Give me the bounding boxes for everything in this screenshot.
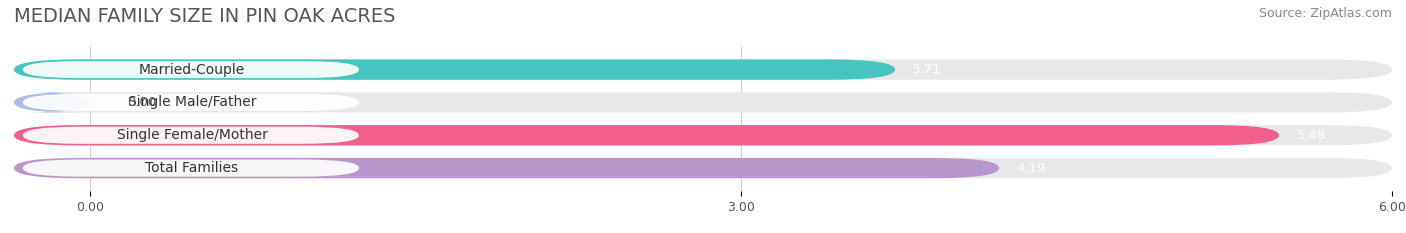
Text: Married-Couple: Married-Couple [139, 63, 245, 77]
Text: 3.71: 3.71 [912, 63, 942, 76]
Text: 4.19: 4.19 [1017, 161, 1046, 175]
FancyBboxPatch shape [14, 92, 1392, 113]
FancyBboxPatch shape [14, 59, 1392, 80]
Text: Total Families: Total Families [145, 161, 239, 175]
FancyBboxPatch shape [14, 158, 1392, 178]
Text: Source: ZipAtlas.com: Source: ZipAtlas.com [1258, 7, 1392, 20]
Text: MEDIAN FAMILY SIZE IN PIN OAK ACRES: MEDIAN FAMILY SIZE IN PIN OAK ACRES [14, 7, 395, 26]
FancyBboxPatch shape [14, 158, 1000, 178]
Text: 0.00: 0.00 [127, 96, 156, 109]
FancyBboxPatch shape [14, 92, 90, 113]
Text: 5.48: 5.48 [1296, 129, 1326, 142]
FancyBboxPatch shape [14, 125, 1392, 145]
Text: Single Male/Father: Single Male/Father [128, 96, 256, 110]
FancyBboxPatch shape [14, 59, 896, 80]
FancyBboxPatch shape [22, 127, 359, 144]
FancyBboxPatch shape [22, 94, 359, 111]
FancyBboxPatch shape [22, 61, 359, 78]
FancyBboxPatch shape [14, 125, 1279, 145]
Text: Single Female/Mother: Single Female/Mother [117, 128, 267, 142]
FancyBboxPatch shape [22, 160, 359, 177]
